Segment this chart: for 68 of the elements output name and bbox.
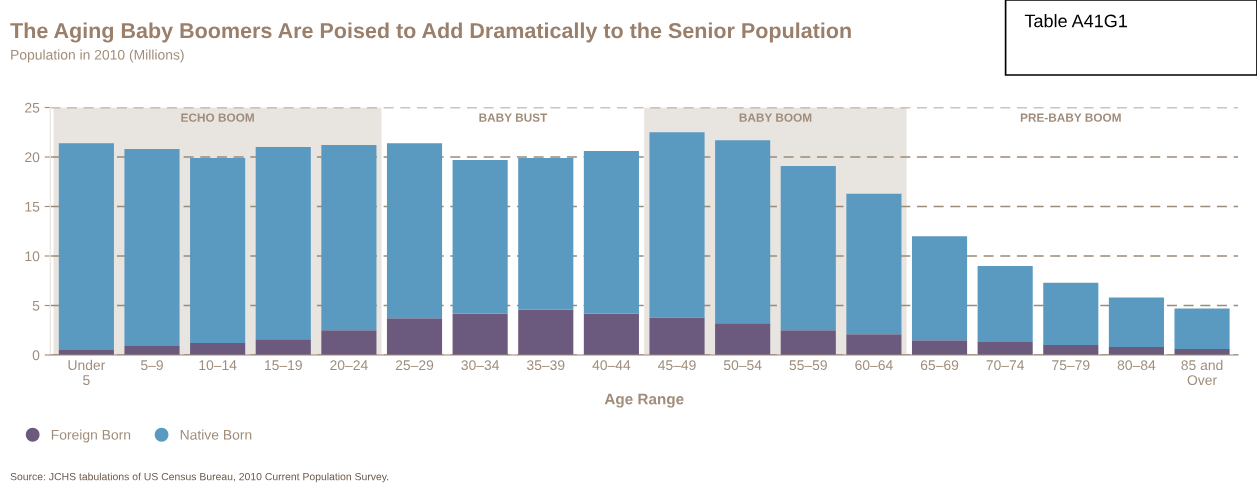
bar — [780, 165, 836, 331]
x-tick-label: 25–29 — [395, 360, 434, 371]
x-tick-label: 15–19 — [265, 360, 302, 371]
x-tick-label: 5–9 — [140, 360, 163, 371]
x-tick-label: 50–54 — [723, 360, 762, 371]
bar — [255, 147, 311, 340]
chart-title: The Aging Baby Boomers Are Poised to Add Dramatically to the Senior Population — [10, 22, 851, 43]
bar — [321, 145, 377, 331]
chart-subtitle: Population in 2010 (Millions) — [11, 49, 184, 63]
band-label: ECHO BOOM — [181, 113, 254, 122]
bar — [583, 313, 639, 355]
bar — [583, 151, 639, 314]
x-tick-label: 80–84 — [1117, 360, 1156, 371]
bar — [190, 157, 246, 344]
band-label: BABY BOOM — [739, 113, 812, 122]
bar — [386, 318, 443, 355]
x-tick-label: 75–79 — [1052, 360, 1090, 371]
bar — [846, 334, 902, 355]
y-tick-label: 0 — [32, 350, 40, 361]
band-label: BABY BUST — [479, 113, 548, 122]
bar — [1108, 297, 1164, 348]
bar — [452, 159, 508, 314]
bar — [911, 236, 968, 341]
x-tick-label: 65–69 — [920, 360, 959, 371]
x-tick-label: 55–59 — [789, 360, 827, 371]
bar — [715, 140, 771, 324]
x-tick-label: 70–74 — [986, 360, 1025, 371]
bar — [255, 339, 311, 355]
bar — [124, 346, 180, 355]
bar — [780, 330, 836, 355]
x-tick-label: 30–34 — [461, 360, 500, 371]
x-tick-label: 85 and Over — [1181, 359, 1223, 386]
x-tick-label: 10–14 — [199, 360, 237, 371]
y-tick-label: 10 — [25, 251, 40, 262]
bar — [518, 309, 574, 355]
bar — [518, 157, 574, 310]
x-tick-label: 45–49 — [658, 360, 696, 371]
bar — [386, 143, 443, 319]
bar — [1174, 308, 1230, 350]
caption: Table A41G1 — [1024, 14, 1127, 28]
x-tick-label: 40–44 — [592, 360, 631, 371]
y-tick-label: 25 — [25, 102, 40, 113]
x-tick-label: 35–39 — [526, 360, 565, 371]
y-tick-label: 20 — [25, 152, 40, 163]
bar — [977, 265, 1033, 342]
bar — [321, 330, 377, 355]
bar — [1043, 282, 1099, 346]
bar — [715, 323, 771, 355]
bar — [58, 143, 114, 351]
legend-label: Native Born — [180, 429, 252, 440]
x-tick-label: 20–24 — [330, 360, 368, 371]
x-tick-label: 60–64 — [855, 360, 893, 371]
bar — [649, 317, 705, 355]
x-axis-title: Age Range — [604, 393, 684, 408]
source-note: Source: JCHS tabulations of US Census Bureau, 2010 Current Population Survey. — [10, 472, 389, 483]
bar — [1043, 345, 1099, 355]
legend-label: Foreign Born — [51, 429, 131, 443]
band-label: PRE-BABY BOOM — [1020, 113, 1121, 122]
bar — [977, 341, 1033, 355]
bar — [846, 193, 902, 335]
y-tick-label: 5 — [32, 300, 40, 311]
y-tick-label: 15 — [25, 201, 40, 212]
bar — [124, 149, 180, 347]
x-tick-label: Under 5 — [68, 359, 106, 386]
bar — [911, 340, 968, 355]
bar — [190, 343, 246, 355]
bar — [452, 313, 508, 355]
bar — [649, 132, 705, 318]
